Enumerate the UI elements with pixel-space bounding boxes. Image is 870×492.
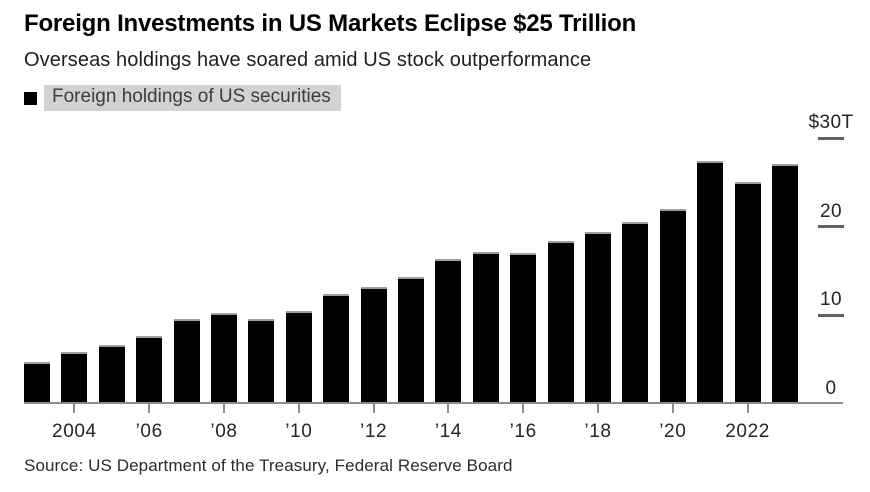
x-label-2004: 2004 <box>52 421 97 442</box>
x-tick-2016 <box>522 404 525 413</box>
source-note: Source: US Department of the Treasury, F… <box>24 456 513 475</box>
bar-2003 <box>24 361 50 404</box>
y-tick-10 <box>818 313 844 317</box>
bar-2005 <box>98 345 125 404</box>
legend-label: Foreign holdings of US securities <box>44 85 341 111</box>
bar-2008 <box>211 313 237 404</box>
y-label-30: $30T <box>808 112 854 133</box>
y-label-0: 0 <box>825 377 837 399</box>
legend-swatch-icon <box>24 91 37 105</box>
bar-2014 <box>435 259 462 404</box>
chart-subtitle: Overseas holdings have soared amid US st… <box>24 49 592 71</box>
bar-2015 <box>472 252 499 404</box>
x-label-2016: ’16 <box>509 421 537 442</box>
x-tick-2018 <box>597 404 599 413</box>
bar-2009 <box>248 319 275 404</box>
x-tick-2020 <box>671 404 674 413</box>
legend: Foreign holdings of US securities <box>24 85 341 111</box>
bar-2023 <box>772 163 798 404</box>
y-tick-20 <box>818 225 844 228</box>
bar-2022 <box>734 182 761 404</box>
bar-2007 <box>173 318 200 404</box>
x-tick-2006 <box>148 404 151 413</box>
bar-2013 <box>398 276 424 404</box>
x-label-2010: ’10 <box>285 421 313 442</box>
chart-title: Foreign Investments in US Markets Eclips… <box>24 10 637 37</box>
y-tick-30 <box>818 136 844 140</box>
y-label-10: 10 <box>820 289 842 310</box>
bar-2011 <box>323 293 350 404</box>
x-tick-2014 <box>447 404 450 413</box>
x-label-2018: ’18 <box>584 421 612 442</box>
bar-2006 <box>136 336 163 404</box>
bar-2020 <box>659 208 686 404</box>
x-label-2014: ’14 <box>434 421 462 442</box>
x-axis-line <box>24 402 843 404</box>
bar-2004 <box>61 352 88 404</box>
x-label-2012: ’12 <box>360 421 388 442</box>
bar-2017 <box>547 240 574 404</box>
x-tick-2012 <box>372 404 375 413</box>
x-tick-2008 <box>223 404 225 413</box>
x-label-2008: ’08 <box>210 421 238 442</box>
bar-2012 <box>360 286 387 404</box>
x-label-2020: ’20 <box>659 421 687 442</box>
bar-2016 <box>510 253 537 404</box>
bar-2021 <box>697 161 724 404</box>
x-tick-2010 <box>297 404 300 413</box>
x-tick-2004 <box>73 404 76 413</box>
x-label-2006: ’06 <box>135 421 163 442</box>
x-tick-2022 <box>746 404 749 413</box>
x-label-2022: 2022 <box>725 421 770 442</box>
bar-2019 <box>622 222 649 404</box>
bar-2018 <box>585 231 611 404</box>
y-label-20: 20 <box>820 200 842 222</box>
bar-2010 <box>285 310 312 404</box>
